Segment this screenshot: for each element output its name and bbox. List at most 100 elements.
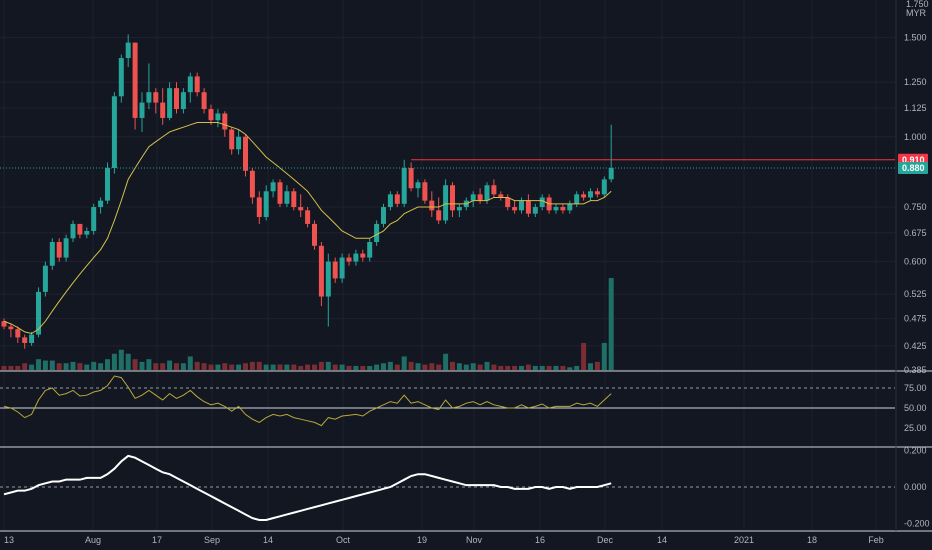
candle-body (525, 200, 531, 214)
candle-body (174, 88, 179, 110)
volume-bar (111, 353, 117, 370)
volume-bar (42, 360, 48, 370)
volume-bar (15, 365, 21, 370)
candle-body (325, 261, 331, 297)
price-tick-label: 0.425 (904, 341, 927, 351)
candle-body (194, 76, 200, 93)
volume-bar (394, 364, 400, 370)
volume-bar (532, 365, 538, 370)
candle-body (532, 207, 538, 214)
volume-bar (325, 361, 331, 370)
candle-body (70, 223, 76, 239)
volume-bar (512, 365, 518, 370)
candle-body (215, 113, 221, 121)
candle-body (29, 334, 35, 343)
candle-body (180, 92, 186, 110)
candle-body (160, 102, 166, 118)
candle-body (470, 194, 476, 201)
volume-bar (91, 361, 97, 370)
volume-bar (132, 359, 138, 370)
oscillator-tick-label: 0.000 (904, 482, 927, 492)
candle-body (270, 182, 276, 192)
candle-body (277, 182, 283, 204)
price-tick-label: 0.525 (904, 289, 927, 299)
candle-body (98, 200, 104, 208)
volume-bar (339, 364, 345, 370)
volume-bar (139, 361, 145, 370)
volume-bar (346, 365, 352, 370)
candle-body (84, 230, 90, 235)
time-tick-label: 19 (417, 535, 427, 545)
volume-bar (291, 364, 297, 370)
price-tick-label: 0.600 (904, 257, 927, 267)
price-badges: 0.910 0.880 (898, 153, 928, 174)
time-axis[interactable]: 13 Aug 17 Sep 14 Oct 19 Nov 16 Dec 14 2021 18 Feb (4, 535, 884, 545)
candle-body (222, 113, 228, 130)
volume-bar (118, 349, 124, 370)
oscillator-tick-label: 0.200 (904, 445, 927, 455)
rsi-line (3, 375, 612, 427)
time-tick-label: 13 (4, 535, 14, 545)
volume-bar (263, 364, 269, 370)
volume-bar (84, 364, 90, 370)
oscillator-pane[interactable] (0, 454, 895, 521)
candle-body (312, 223, 317, 246)
candle-body (539, 197, 545, 208)
candle-body (477, 194, 483, 201)
candle-body (394, 194, 400, 204)
candle-body (332, 261, 338, 279)
volume-bar (208, 364, 214, 370)
volume-bar (105, 359, 110, 370)
volume-bar (594, 361, 600, 370)
time-tick-label: Feb (868, 535, 884, 545)
candle-body (208, 109, 214, 121)
price-tick-label: 0.475 (904, 314, 927, 324)
volume-bar (312, 364, 317, 370)
candle-body (491, 185, 497, 195)
candle-body (588, 191, 593, 198)
volume-bar (201, 363, 207, 370)
pane-separators[interactable] (0, 0, 932, 532)
volume-bar (29, 364, 35, 370)
volume-bar (305, 364, 311, 370)
candle-body (381, 207, 386, 224)
volume-bar (581, 342, 587, 370)
candle-body (484, 185, 490, 201)
volume-bar (367, 365, 373, 370)
volume-bar (601, 342, 607, 370)
candle-body (581, 194, 587, 198)
candlesticks[interactable] (1, 34, 614, 349)
candle-body (387, 194, 393, 208)
candle-body (249, 170, 255, 198)
candle-body (56, 242, 62, 258)
candle-body (132, 42, 138, 118)
candle-body (153, 92, 159, 103)
candle-body (456, 207, 462, 211)
candle-body (574, 194, 580, 204)
candle-body (49, 242, 55, 266)
volume-bar (56, 363, 62, 370)
time-tick-label: 18 (807, 535, 817, 545)
volume-bar (574, 365, 580, 370)
volume-bar (332, 364, 338, 370)
volume-bar (215, 364, 221, 370)
time-tick-label: 2021 (734, 535, 754, 545)
oscillator-tick-label: -0.200 (904, 519, 930, 529)
rsi-pane[interactable] (0, 375, 895, 427)
candle-body (125, 42, 131, 59)
candle-body (601, 179, 607, 195)
volume-bar (546, 365, 552, 370)
candle-body (118, 58, 124, 97)
volume-bar (36, 359, 41, 370)
candle-body (263, 191, 269, 218)
candle-body (236, 136, 242, 150)
candle-body (408, 167, 414, 189)
rsi-tick-label: 50.00 (904, 403, 927, 413)
time-tick-label: 16 (535, 535, 545, 545)
price-tick-label: 1.125 (904, 103, 927, 113)
volume-bar (256, 361, 262, 370)
price-tick-label: 1.500 (904, 33, 927, 43)
price-tick-label: 0.750 (904, 202, 927, 212)
price-axis[interactable]: 1.750 MYR 1.500 1.250 1.125 1.000 0.750 0.675… (904, 0, 930, 529)
